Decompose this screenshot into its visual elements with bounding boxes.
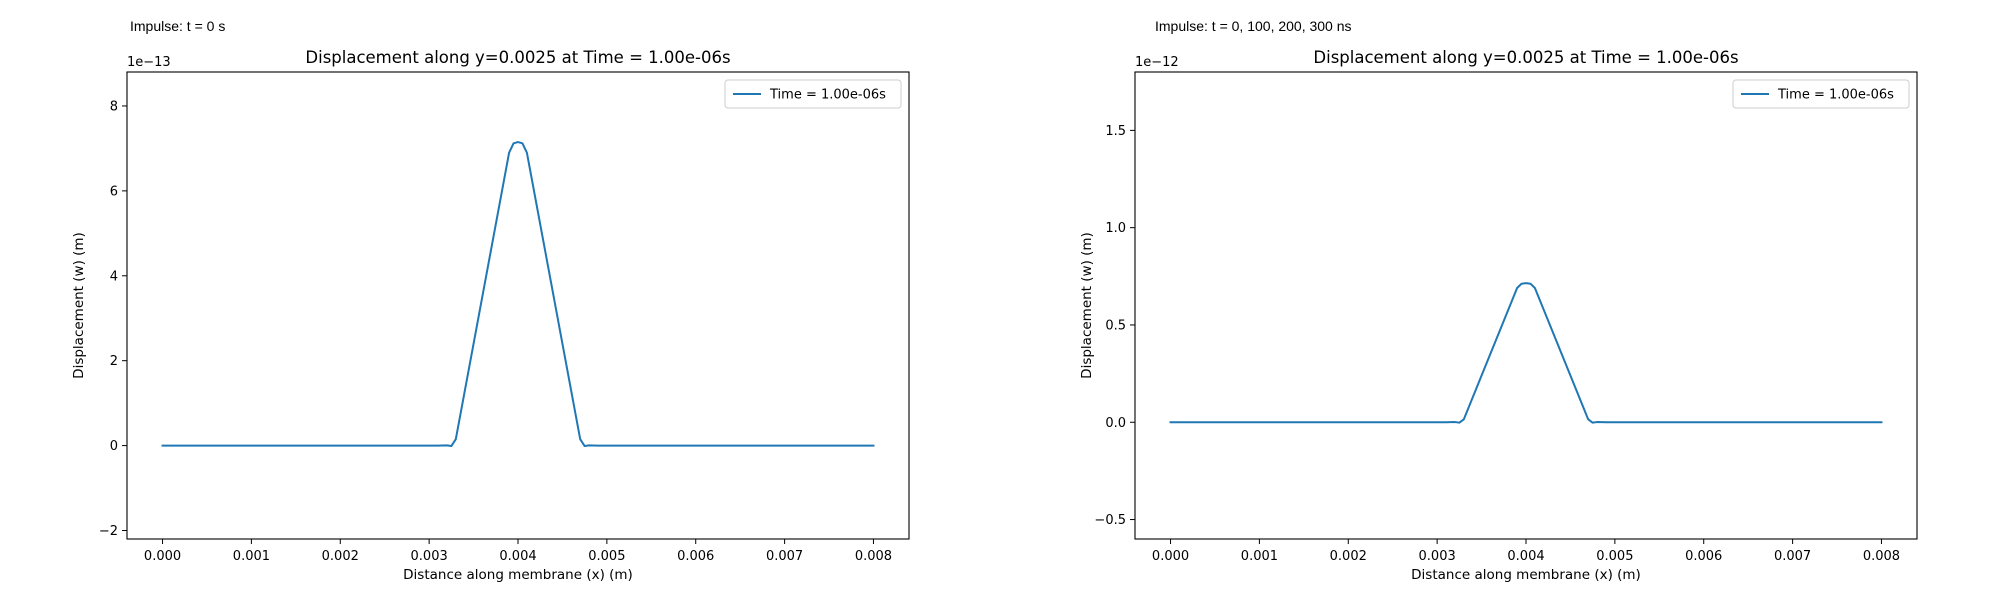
legend-box	[724, 79, 902, 109]
y-tick-label: 0.0	[1105, 416, 1126, 431]
x-tick-label: 0.001	[233, 549, 270, 564]
x-tick-label: 0.005	[588, 549, 625, 564]
y-tick-label: 0	[110, 439, 118, 454]
y-tick-label: 4	[110, 269, 118, 284]
y-offset-text: 1e−12	[1135, 55, 1179, 70]
series-line	[161, 141, 875, 448]
x-tick-label: 0.005	[1596, 549, 1633, 564]
x-tick-label: 0.000	[144, 549, 181, 564]
axes-frame	[1134, 71, 1918, 540]
x-tick-label: 0.008	[855, 549, 892, 564]
x-tick-label: 0.006	[677, 549, 714, 564]
x-tick-label: 0.003	[1419, 549, 1456, 564]
y-tick-label: 0.5	[1105, 318, 1126, 333]
x-tick-label: 0.006	[1685, 549, 1722, 564]
y-tick-label: 1.0	[1105, 221, 1126, 236]
y-tick-label: −0.5	[1094, 513, 1126, 528]
x-axis-label: Distance along membrane (x) (m)	[1411, 567, 1641, 583]
y-axis-label: Displacement (w) (m)	[71, 232, 87, 379]
y-tick-label: −2	[99, 524, 118, 539]
chart-right: 0.000 0.001 0.002 0.003 0.004 0.005 0.006 0.007…	[1079, 48, 1918, 583]
y-tick-label: 8	[110, 99, 118, 114]
legend-box	[1732, 79, 1910, 109]
x-axis-label: Distance along membrane (x) (m)	[403, 567, 633, 583]
chart-left: 0.000 0.001 0.002 0.003 0.004 0.005 0.006 0.007…	[71, 48, 910, 583]
impulse-caption-right: Impulse: t = 0, 100, 200, 300 ns	[1155, 18, 1352, 34]
x-tick-label: 0.001	[1241, 549, 1278, 564]
x-tick-label: 0.002	[1330, 549, 1367, 564]
x-tick-label: 0.000	[1152, 549, 1189, 564]
impulse-caption-left: Impulse: t = 0 s	[130, 18, 226, 34]
chart-title: Displacement along y=0.0025 at Time = 1.…	[305, 48, 730, 67]
legend-label: Time = 1.00e-06s	[1777, 88, 1894, 103]
series-line	[1169, 282, 1883, 424]
x-tick-label: 0.007	[766, 549, 803, 564]
x-tick-label: 0.002	[322, 549, 359, 564]
x-tick-label: 0.007	[1774, 549, 1811, 564]
y-tick-label: 6	[110, 184, 118, 199]
x-tick-label: 0.004	[499, 549, 536, 564]
legend-label: Time = 1.00e-06s	[769, 88, 886, 103]
chart-title: Displacement along y=0.0025 at Time = 1.…	[1313, 48, 1738, 67]
x-tick-label: 0.003	[411, 549, 448, 564]
y-offset-text: 1e−13	[127, 55, 171, 70]
y-tick-label: 1.5	[1105, 124, 1126, 139]
y-tick-label: 2	[110, 354, 118, 369]
x-tick-label: 0.008	[1863, 549, 1900, 564]
x-tick-label: 0.004	[1507, 549, 1544, 564]
y-axis-label: Displacement (w) (m)	[1079, 232, 1095, 379]
